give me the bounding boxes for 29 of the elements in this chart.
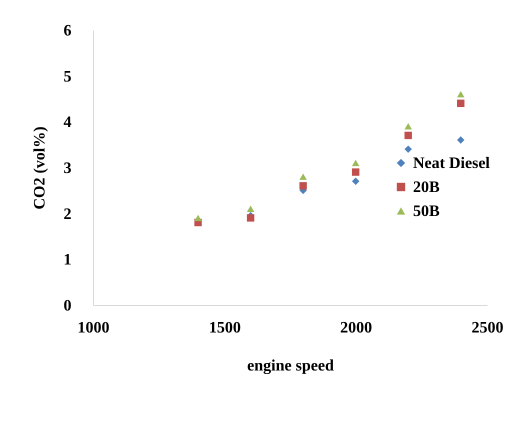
point xyxy=(352,160,360,166)
legend-label: Neat Diesel xyxy=(413,155,490,172)
point xyxy=(246,214,254,222)
point xyxy=(352,178,360,185)
point xyxy=(404,145,412,153)
point xyxy=(404,132,412,140)
point xyxy=(352,168,360,176)
y-tick-label: 1 xyxy=(64,252,72,269)
y-tick-label: 0 xyxy=(64,298,72,314)
point xyxy=(457,100,464,108)
point xyxy=(299,182,307,190)
point xyxy=(404,123,412,130)
legend-label: 20B xyxy=(413,179,440,196)
y-tick-label: 2 xyxy=(64,206,72,223)
point xyxy=(246,206,254,212)
x-axis-title: engine speed xyxy=(247,358,334,374)
y-tick-label: 5 xyxy=(64,68,72,86)
point xyxy=(299,173,307,180)
legend-label: 50B xyxy=(413,203,440,220)
point xyxy=(457,90,464,98)
x-tick-label: 2500 xyxy=(472,320,504,336)
y-tick-label: 3 xyxy=(64,160,72,177)
y-axis-title: CO2 (vol%) xyxy=(32,126,48,210)
x-tick-label: 1500 xyxy=(208,320,241,336)
x-tick-label: 1000 xyxy=(78,320,110,336)
x-tick-label: 2000 xyxy=(340,320,372,336)
y-tick-label: 4 xyxy=(64,114,72,132)
point xyxy=(194,214,202,222)
y-tick-label: 6 xyxy=(64,22,72,40)
